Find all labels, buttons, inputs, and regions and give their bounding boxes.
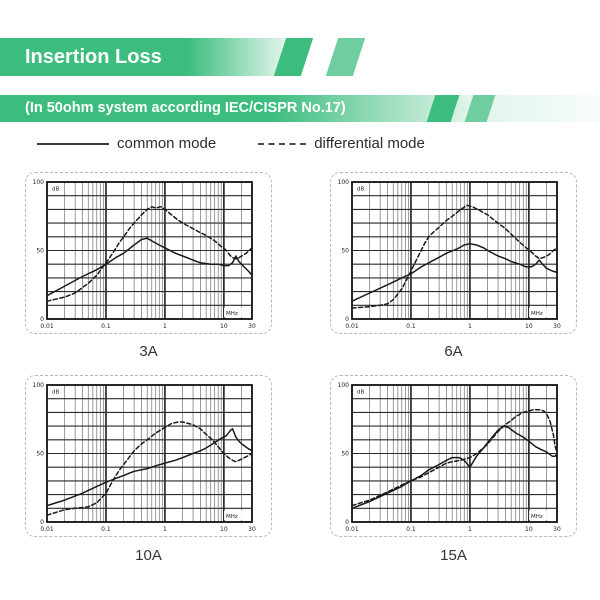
differential-mode-curve [351, 204, 558, 309]
x-axis-unit-label: MHz [531, 311, 543, 317]
subtitle-banner: (In 50ohm system according IEC/CISPR No.… [0, 95, 600, 122]
common-mode-curve [46, 428, 253, 507]
x-tick-label: 10 [220, 323, 228, 330]
insertion-loss-plot-6A: 0 50 100 0.01 0.1 1 10 30 dB MHz [338, 179, 561, 330]
x-tick-label: 1 [163, 526, 167, 533]
x-tick-label: 30 [553, 526, 561, 533]
insertion-loss-plot-15A: 0 50 100 0.01 0.1 1 10 30 dB MHz [338, 382, 561, 533]
x-tick-label: 30 [553, 323, 561, 330]
y-tick-label: 100 [33, 382, 45, 389]
x-tick-label: 30 [248, 323, 256, 330]
differential-mode-curve [351, 408, 558, 507]
y-tick-label: 50 [341, 248, 349, 255]
y-axis-unit-label: dB [357, 390, 364, 396]
common-mode-curve [351, 242, 558, 302]
x-tick-label: 0.01 [345, 323, 359, 330]
page-subtitle: (In 50ohm system according IEC/CISPR No.… [25, 100, 346, 116]
x-tick-label: 1 [468, 526, 472, 533]
y-tick-label: 100 [338, 179, 350, 186]
y-tick-label: 0 [40, 316, 44, 323]
y-tick-label: 100 [33, 179, 45, 186]
y-tick-label: 0 [40, 519, 44, 526]
chart-card-15a: 0 50 100 0.01 0.1 1 10 30 dB MHz [330, 375, 577, 537]
y-tick-label: 0 [345, 519, 349, 526]
x-tick-label: 30 [248, 526, 256, 533]
differential-mode-curve [46, 205, 253, 302]
chart-6a: 0 50 100 0.01 0.1 1 10 30 dB MHz [332, 176, 576, 336]
x-tick-label: 0.1 [406, 526, 416, 533]
x-axis-unit-label: MHz [226, 514, 238, 520]
x-tick-label: 10 [220, 526, 228, 533]
y-axis-unit-label: dB [52, 187, 59, 193]
chart-caption-10a: 10A [135, 547, 162, 564]
chart-caption-15a: 15A [440, 547, 467, 564]
y-tick-label: 100 [338, 382, 350, 389]
legend-common-mode-label: common mode [117, 135, 217, 152]
x-tick-label: 0.1 [101, 323, 111, 330]
solid-line-sample [37, 142, 109, 145]
y-tick-label: 50 [36, 451, 44, 458]
x-tick-label: 10 [525, 526, 533, 533]
chart-card-6a: 0 50 100 0.01 0.1 1 10 30 dB MHz [330, 172, 577, 334]
legend: common mode differential mode [37, 135, 425, 152]
x-tick-label: 0.01 [40, 323, 54, 330]
legend-differential-mode-label: differential mode [314, 135, 425, 152]
x-tick-label: 0.1 [101, 526, 111, 533]
insertion-loss-plot-3A: 0 50 100 0.01 0.1 1 10 30 dB MHz [33, 179, 256, 330]
insertion-loss-plot-10A: 0 50 100 0.01 0.1 1 10 30 dB MHz [33, 382, 256, 533]
chart-card-10a: 0 50 100 0.01 0.1 1 10 30 dB MHz [25, 375, 272, 537]
dashed-line-sample [258, 142, 307, 145]
x-tick-label: 1 [163, 323, 167, 330]
y-axis-unit-label: dB [357, 187, 364, 193]
chart-caption-3a: 3A [139, 343, 158, 360]
x-tick-label: 0.01 [40, 526, 54, 533]
page-title: Insertion Loss [25, 46, 162, 68]
x-tick-label: 1 [468, 323, 472, 330]
differential-mode-curve [46, 421, 253, 516]
chart-card-3a: 0 50 100 0.01 0.1 1 10 30 dB MHz [25, 172, 272, 334]
chart-3a: 0 50 100 0.01 0.1 1 10 30 dB MHz [27, 176, 271, 336]
x-axis-unit-label: MHz [531, 514, 543, 520]
y-tick-label: 0 [345, 316, 349, 323]
x-tick-label: 0.1 [406, 323, 416, 330]
x-tick-label: 10 [525, 323, 533, 330]
y-tick-label: 50 [36, 248, 44, 255]
x-tick-label: 0.01 [345, 526, 359, 533]
chart-10a: 0 50 100 0.01 0.1 1 10 30 dB MHz [27, 379, 271, 539]
chart-15a: 0 50 100 0.01 0.1 1 10 30 dB MHz [332, 379, 576, 539]
y-axis-unit-label: dB [52, 390, 59, 396]
chart-caption-6a: 6A [444, 343, 463, 360]
y-tick-label: 50 [341, 451, 349, 458]
x-axis-unit-label: MHz [226, 311, 238, 317]
